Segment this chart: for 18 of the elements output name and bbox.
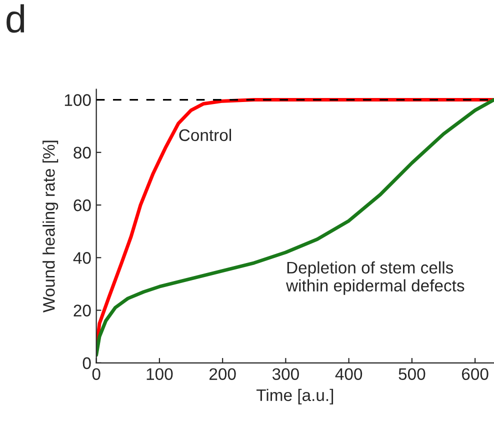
x-tick-label: 300 [272, 368, 299, 380]
annotation: Depletion of stem cells within epidermal defects [286, 261, 464, 295]
y-tick-label: 100 [64, 94, 91, 106]
text: d [6, 4, 24, 33]
x-tick-label: 600 [462, 368, 488, 380]
y-tick-label: 40 [73, 252, 91, 264]
y-tick-label: 0 [82, 357, 91, 370]
y-tick-label: 60 [74, 199, 91, 212]
x-tick-label: 100 [146, 368, 173, 380]
y-axis-title: Wound healing rate [%] [42, 140, 58, 312]
y-tick-label: 80 [74, 146, 91, 159]
y-tick-label: 20 [74, 304, 91, 316]
annotation: Control [179, 128, 231, 142]
x-tick-label: 400 [335, 368, 362, 380]
x-tick-label: 500 [398, 368, 426, 380]
x-tick-label: 0 [92, 368, 100, 380]
x-tick-label: 200 [210, 368, 236, 380]
x-axis-title: Time [a.u.] [256, 388, 334, 404]
